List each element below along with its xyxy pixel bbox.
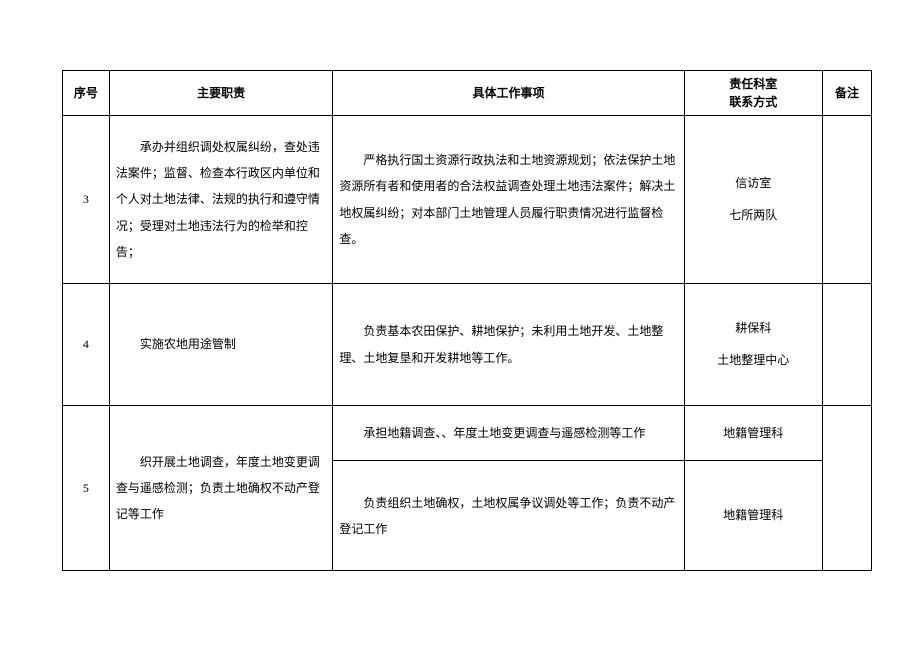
duty-text: 承办并组织调处权属纠纷，查处违法案件；监督、检查本行政区内单位和个人对土地法律、…: [116, 134, 327, 266]
work-text: 承担地籍调查、、年度土地变更调查与遥感检测等工作: [339, 420, 677, 446]
row-duty: 实施农地用途管制: [109, 284, 333, 406]
row-work: 严格执行国土资源行政执法和土地资源规划；依法保护土地资源所有者和使用者的合法权益…: [333, 116, 684, 284]
duty-text: 织开展土地调查，年度土地变更调查与遥感检测；负责土地确权不动产登记等工作: [116, 449, 327, 528]
dept-line: 地籍管理科: [687, 500, 820, 531]
row-dept: 地籍管理科: [684, 406, 822, 461]
dept-line: 信访室: [687, 168, 820, 199]
header-note: 备注: [823, 71, 872, 116]
row-num: 5: [63, 406, 110, 571]
table-row: 3 承办并组织调处权属纠纷，查处违法案件；监督、检查本行政区内单位和个人对土地法…: [63, 116, 872, 284]
work-text: 严格执行国土资源行政执法和土地资源规划；依法保护土地资源所有者和使用者的合法权益…: [339, 147, 677, 253]
row-work: 负责组织土地确权，土地权属争议调处等工作；负责不动产登记工作: [333, 461, 684, 571]
table-header-row: 序号 主要职责 具体工作事项 责任科室联系方式 备注: [63, 71, 872, 116]
header-duty: 主要职责: [109, 71, 333, 116]
row-work: 承担地籍调查、、年度土地变更调查与遥感检测等工作: [333, 406, 684, 461]
duty-text: 实施农地用途管制: [116, 331, 327, 357]
header-dept: 责任科室联系方式: [684, 71, 822, 116]
row-note: [823, 284, 872, 406]
dept-line: 七所两队: [687, 200, 820, 231]
row-work: 负责基本农田保护、耕地保护；未利用土地开发、土地整理、土地复垦和开发耕地等工作。: [333, 284, 684, 406]
header-dept-line1: 责任科室联系方式: [729, 77, 777, 109]
row-duty: 织开展土地调查，年度土地变更调查与遥感检测；负责土地确权不动产登记等工作: [109, 406, 333, 571]
header-work: 具体工作事项: [333, 71, 684, 116]
row-note: [823, 406, 872, 571]
table-row: 4 实施农地用途管制 负责基本农田保护、耕地保护；未利用土地开发、土地整理、土地…: [63, 284, 872, 406]
dept-line: 耕保科: [687, 313, 820, 344]
dept-line: 地籍管理科: [687, 418, 820, 449]
work-text: 负责组织土地确权，土地权属争议调处等工作；负责不动产登记工作: [339, 490, 677, 543]
header-num: 序号: [63, 71, 110, 116]
row-note: [823, 116, 872, 284]
row-num: 4: [63, 284, 110, 406]
row-num: 3: [63, 116, 110, 284]
row-dept: 地籍管理科: [684, 461, 822, 571]
row-dept: 信访室 七所两队: [684, 116, 822, 284]
dept-line: 土地整理中心: [687, 345, 820, 376]
table-row: 5 织开展土地调查，年度土地变更调查与遥感检测；负责土地确权不动产登记等工作 承…: [63, 406, 872, 461]
work-text: 负责基本农田保护、耕地保护；未利用土地开发、土地整理、土地复垦和开发耕地等工作。: [339, 318, 677, 371]
row-dept: 耕保科 土地整理中心: [684, 284, 822, 406]
row-duty: 承办并组织调处权属纠纷，查处违法案件；监督、检查本行政区内单位和个人对土地法律、…: [109, 116, 333, 284]
responsibilities-table: 序号 主要职责 具体工作事项 责任科室联系方式 备注 3 承办并组织调处权属纠纷…: [62, 70, 872, 571]
